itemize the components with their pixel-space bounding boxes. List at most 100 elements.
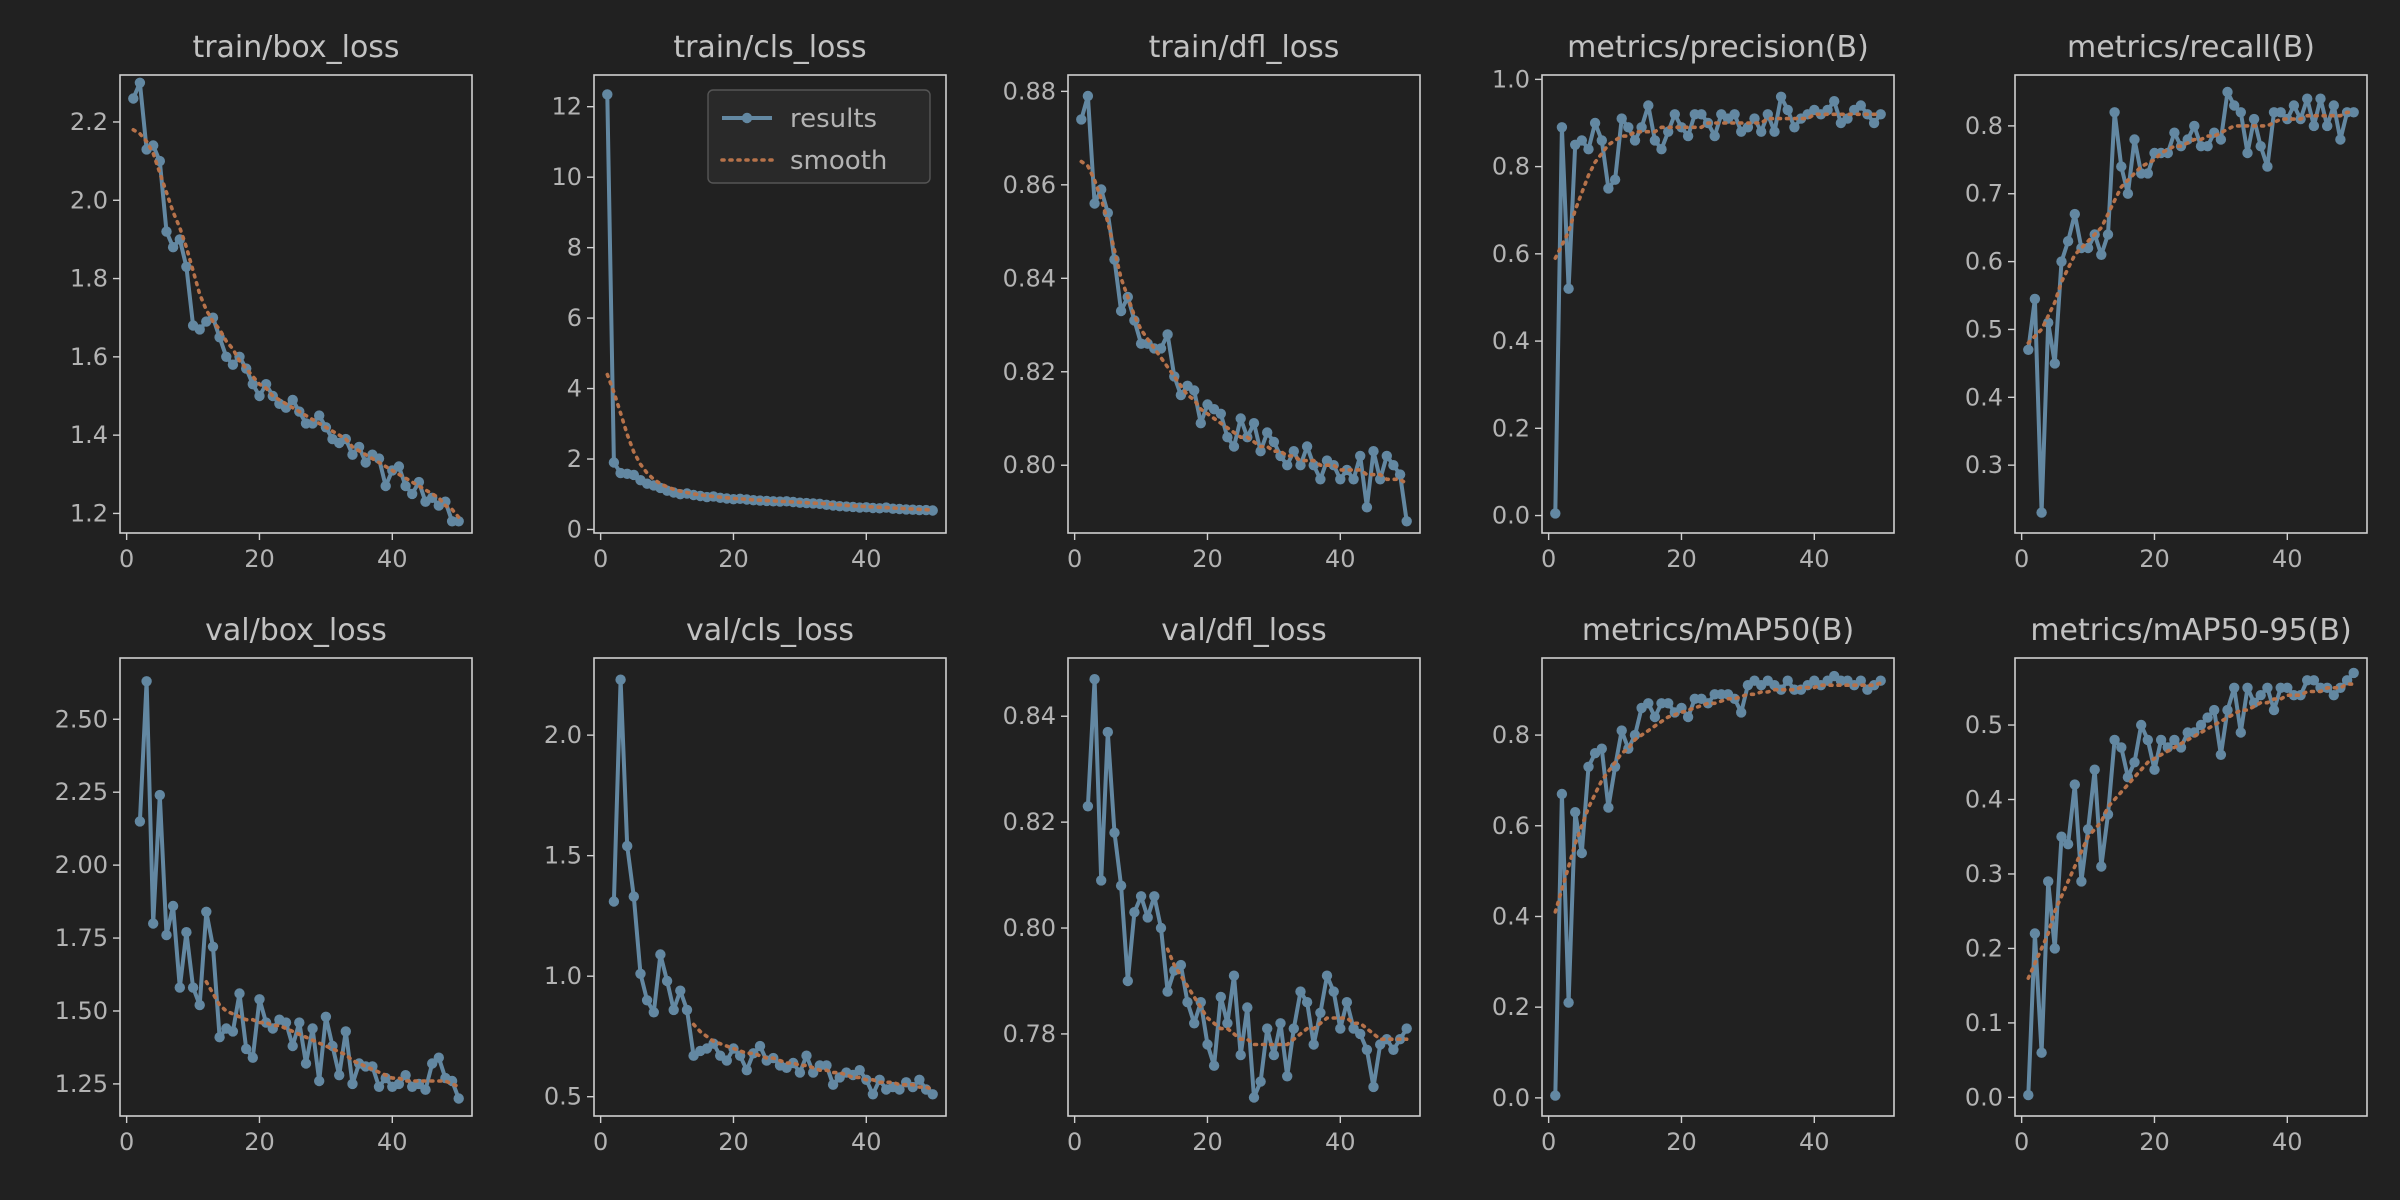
y-tick-label: 0.4: [1492, 327, 1530, 355]
results-point: [247, 379, 258, 390]
results-point: [1195, 418, 1207, 429]
legend-results-marker: [741, 112, 753, 124]
results-point: [927, 505, 938, 516]
results-point: [294, 1017, 305, 1028]
results-point: [1616, 725, 1627, 736]
results-point: [2222, 704, 2233, 716]
results-point: [2288, 100, 2300, 111]
panel-title: train/box_loss: [192, 30, 399, 65]
results-point: [1135, 891, 1147, 902]
results-point: [2242, 147, 2253, 159]
y-tick-label: 0.5: [1965, 711, 2003, 739]
results-point: [307, 1023, 318, 1034]
results-point: [280, 402, 292, 413]
y-tick-label: 2.0: [70, 186, 108, 214]
results-point: [340, 1026, 351, 1037]
results-point: [247, 1052, 258, 1063]
results-point: [1082, 801, 1094, 812]
y-tick-label: 1.6: [70, 343, 108, 371]
axes-frame: [1541, 657, 1895, 1117]
results-point: [2102, 229, 2114, 240]
results-point: [2049, 943, 2060, 954]
y-tick-label: 1.75: [55, 924, 108, 952]
results-point: [1175, 959, 1187, 971]
results-point: [1736, 707, 1747, 718]
results-point: [1656, 144, 1667, 155]
y-tick-label: 0.80: [1003, 451, 1056, 479]
subplot-metrics-map50-b: metrics/mAP50(B) 0 20 40 0.0 0.2 0.4 0.6 0.8: [1492, 613, 1895, 1156]
results-point: [440, 496, 451, 507]
y-tick-label: 0.0: [1492, 1084, 1530, 1112]
legend-results-label: results: [790, 104, 877, 134]
results-point: [1556, 122, 1568, 133]
results-point: [1355, 1028, 1366, 1040]
axes-frame: [119, 657, 473, 1117]
y-tick-label: 10: [551, 163, 582, 191]
results-point: [1268, 436, 1280, 448]
results-point: [655, 949, 666, 960]
results-point: [1115, 880, 1127, 891]
results-point: [380, 480, 391, 492]
results-point: [1782, 675, 1793, 686]
results-point: [1235, 413, 1246, 424]
results-point: [207, 941, 219, 952]
smooth-line: [605, 372, 935, 512]
results-point: [1248, 418, 1260, 429]
x-tick-label: 0: [2014, 1128, 2029, 1156]
panel-title: metrics/mAP50-95(B): [2030, 613, 2351, 648]
results-point: [1643, 698, 1654, 709]
results-point: [741, 1065, 752, 1076]
results-point: [2195, 719, 2207, 731]
x-tick-label: 40: [1799, 545, 1830, 573]
y-tick-label: 12: [551, 93, 582, 121]
y-tick-label: 4: [567, 375, 582, 403]
x-tick-label: 20: [244, 1128, 275, 1156]
results-point: [894, 1084, 905, 1095]
panel-title: metrics/mAP50(B): [1582, 613, 1854, 648]
results-point: [808, 1067, 819, 1078]
results-point: [2255, 690, 2266, 701]
x-tick-label: 40: [377, 545, 408, 573]
results-point: [2235, 107, 2246, 118]
results-point: [214, 1032, 225, 1043]
results-point: [1355, 450, 1366, 462]
smooth-line: [1553, 112, 1883, 261]
y-tick-label: 1.50: [55, 997, 108, 1025]
results-point: [1282, 1071, 1293, 1082]
results-point: [2255, 141, 2266, 152]
y-tick-label: 0.8: [1492, 153, 1530, 181]
results-point: [914, 1074, 925, 1086]
results-point: [2122, 188, 2134, 199]
results-point: [1583, 144, 1594, 155]
subplot-val-box-loss: val/box_loss 0 20 40 1.25 1.50 1.75 2.00 2.25 2.5…: [55, 613, 473, 1156]
axes-frame: [593, 74, 947, 534]
results-point: [821, 1060, 832, 1071]
results-point: [2149, 764, 2160, 775]
results-point: [2275, 107, 2286, 118]
axes-frame: [593, 657, 947, 1117]
y-tick-label: 0.2: [1492, 993, 1530, 1021]
y-tick-label: 1.25: [55, 1070, 108, 1098]
results-point: [2056, 256, 2067, 267]
results-point: [1709, 130, 1720, 142]
results-point: [1729, 109, 1740, 120]
axes-frame: [119, 74, 473, 534]
axes-frame: [1067, 74, 1421, 534]
results-point: [234, 988, 245, 999]
results-point: [453, 1093, 464, 1104]
y-tick-label: 0.8: [1492, 721, 1530, 749]
results-point: [2069, 779, 2080, 790]
results-point: [1242, 1002, 1253, 1013]
results-point: [393, 1078, 405, 1090]
results-point: [1829, 96, 1840, 107]
results-point: [2202, 712, 2213, 723]
results-point: [1295, 460, 1306, 471]
results-point: [254, 994, 265, 1005]
results-point: [1563, 997, 1574, 1008]
results-point: [2262, 161, 2273, 172]
x-tick-label: 20: [1192, 545, 1223, 573]
y-tick-label: 0.3: [1965, 860, 2003, 888]
results-point: [1308, 460, 1319, 471]
panel-title: train/dfl_loss: [1149, 30, 1340, 65]
